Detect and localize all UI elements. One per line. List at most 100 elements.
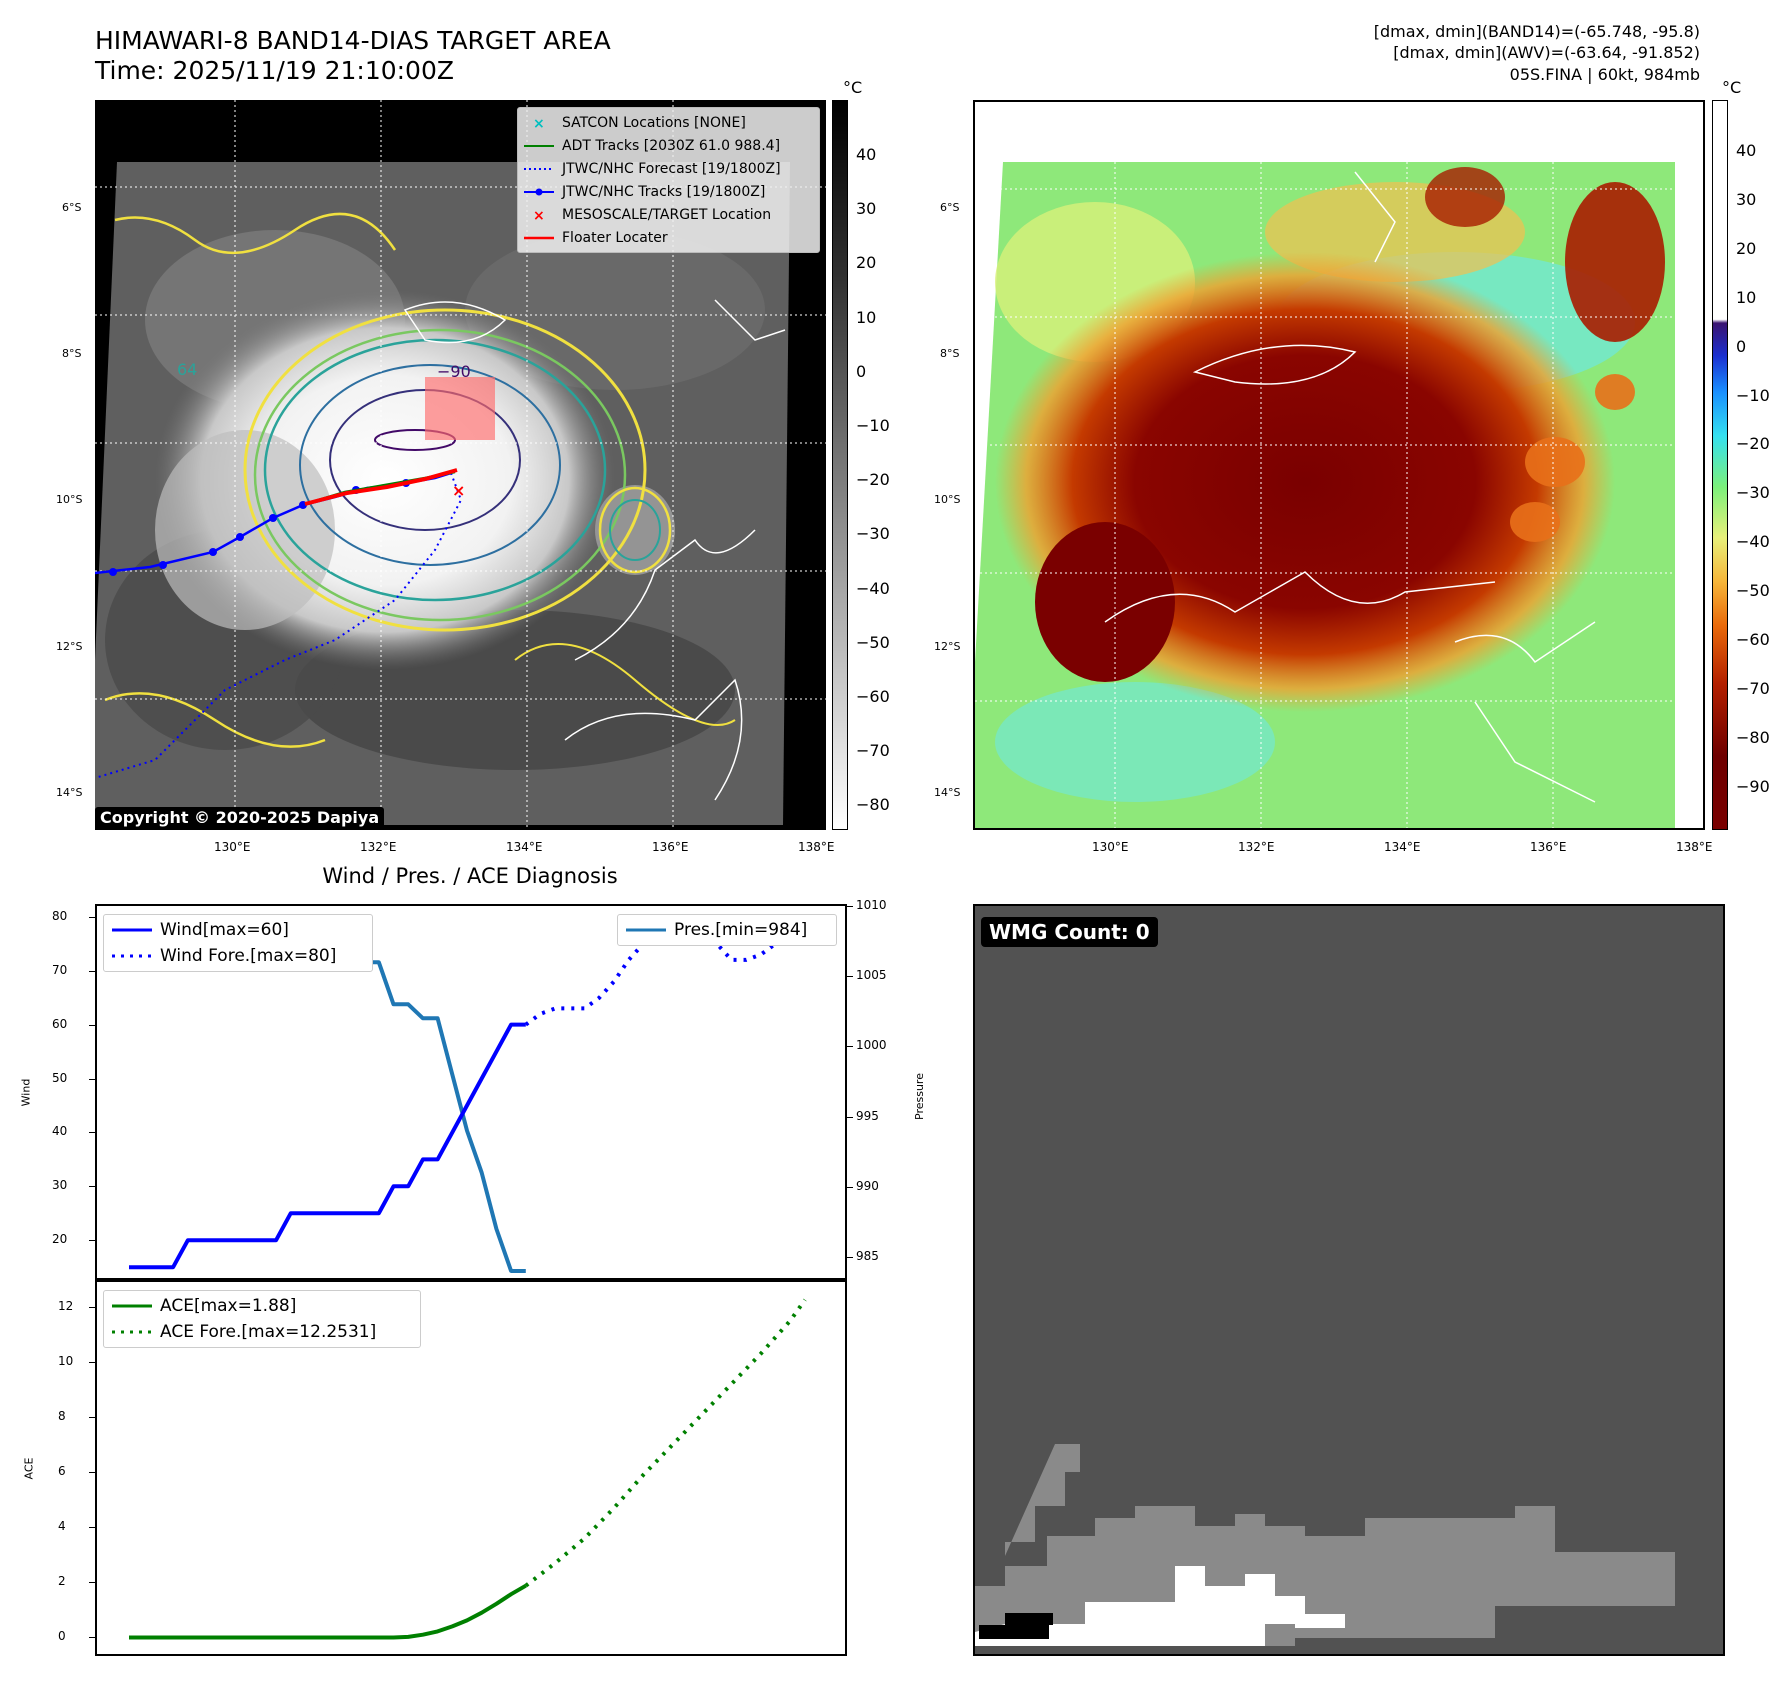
- tick-mark: [89, 1132, 95, 1134]
- tick-mark: [89, 1240, 95, 1242]
- tick-label: −20: [1736, 434, 1770, 454]
- tick-label: 30: [52, 1178, 68, 1193]
- tick-label: 40: [1736, 141, 1757, 160]
- tick-label: 995: [856, 1108, 879, 1123]
- tick-label: 40: [52, 1124, 68, 1139]
- tick-mark: [89, 916, 95, 918]
- contour-label-min: −90: [437, 362, 471, 381]
- tick-mark: [89, 1417, 95, 1419]
- line-icon: [110, 920, 154, 940]
- tick-label: 70: [52, 962, 68, 977]
- tick-label: −80: [856, 795, 890, 815]
- lon-label: 130°E: [1092, 840, 1129, 854]
- line-dot-icon: [522, 182, 556, 202]
- ir-colorbar-unit: °C: [843, 78, 863, 97]
- tick-label: 1010: [856, 898, 887, 912]
- tick-label: 6: [58, 1464, 66, 1479]
- wind-line: [129, 1022, 526, 1270]
- tick-mark: [847, 976, 853, 978]
- dotted-line-icon: [110, 1322, 154, 1342]
- tick-mark: [89, 1186, 95, 1188]
- tick-label: −30: [856, 524, 890, 544]
- tick-label: 10: [856, 307, 877, 327]
- tick-mark: [847, 1116, 853, 1118]
- lon-label: 138°E: [798, 840, 835, 854]
- lon-label: 132°E: [1238, 840, 1275, 854]
- tick-label: 30: [1736, 189, 1757, 209]
- pressure-legend: Pres.[min=984]: [617, 914, 837, 946]
- lat-label: 14°S: [934, 786, 961, 799]
- line-icon: [110, 1296, 154, 1316]
- wind-legend: Wind[max=60] Wind Fore.[max=80]: [103, 914, 373, 972]
- tick-label: −80: [1736, 727, 1770, 747]
- tick-label: 50: [52, 1070, 68, 1085]
- awv-range: [dmax, dmin](AWV)=(-63.64, -91.852): [1393, 43, 1700, 62]
- tick-label: 2: [58, 1574, 66, 1589]
- awv-colorbar: [1712, 100, 1728, 830]
- tick-label: 10: [1736, 287, 1757, 307]
- tick-label: 0: [1736, 336, 1747, 356]
- lat-label: 8°S: [940, 347, 960, 360]
- legend-ace: ACE[max=1.88]: [110, 1293, 414, 1319]
- tick-label: 80: [52, 908, 68, 923]
- legend-label: MESOSCALE/TARGET Location: [562, 206, 772, 223]
- tick-label: −70: [856, 741, 890, 761]
- lon-label: 136°E: [652, 840, 689, 854]
- lat-label: 10°S: [56, 493, 83, 506]
- tick-mark: [89, 970, 95, 972]
- map-legend: × SATCON Locations [NONE] ADT Tracks [20…: [517, 107, 820, 253]
- tick-label: −50: [1736, 581, 1770, 601]
- ace-forecast-line: [524, 1298, 807, 1588]
- wind-axis-label: Wind: [19, 1078, 33, 1107]
- awv-satellite-panel: [973, 100, 1705, 830]
- legend-label: ACE[max=1.88]: [160, 1296, 297, 1316]
- legend-label: Floater Locater: [562, 229, 668, 246]
- tick-label: −60: [1736, 630, 1770, 649]
- tick-mark: [847, 1046, 853, 1048]
- band14-range: [dmax, dmin](BAND14)=(-65.748, -95.8): [1373, 22, 1700, 41]
- lon-label: 130°E: [214, 840, 251, 854]
- tick-label: −90: [1736, 776, 1770, 796]
- legend-pressure: Pres.[min=984]: [624, 917, 830, 943]
- contour-label-64: 64: [177, 360, 198, 379]
- pressure-axis-label: Pressure: [912, 1073, 926, 1120]
- line-icon: [624, 920, 668, 940]
- ace-legend: ACE[max=1.88] ACE Fore.[max=12.2531]: [103, 1290, 421, 1348]
- legend-jtwc-forecast: JTWC/NHC Forecast [19/1800Z]: [522, 157, 815, 180]
- ir-satellite-image: ×: [95, 100, 826, 830]
- legend-label: SATCON Locations [NONE]: [562, 114, 746, 131]
- tick-label: 0: [58, 1629, 66, 1644]
- tick-mark: [89, 1527, 95, 1529]
- tick-mark: [89, 1637, 95, 1639]
- tick-label: 990: [856, 1178, 879, 1193]
- x-marker-icon: ×: [522, 205, 556, 225]
- tick-label: 20: [856, 253, 877, 273]
- lon-label: 132°E: [360, 840, 397, 854]
- x-marker-icon: ×: [522, 113, 556, 133]
- lat-label: 12°S: [56, 640, 83, 653]
- tick-label: 1005: [856, 968, 887, 983]
- tick-label: 1000: [856, 1038, 887, 1053]
- legend-label: ADT Tracks [2030Z 61.0 988.4]: [562, 137, 781, 154]
- legend-adt: ADT Tracks [2030Z 61.0 988.4]: [522, 134, 815, 157]
- tick-label: 12: [58, 1298, 74, 1313]
- tick-label: 60: [52, 1016, 68, 1031]
- tick-label: 20: [52, 1232, 68, 1247]
- tick-mark: [847, 1256, 853, 1258]
- legend-satcon: × SATCON Locations [NONE]: [522, 111, 815, 134]
- lon-label: 138°E: [1676, 840, 1713, 854]
- ace-line: [129, 1583, 527, 1640]
- tick-label: −50: [856, 632, 890, 652]
- lat-label: 8°S: [62, 347, 82, 360]
- tick-label: −10: [856, 416, 890, 435]
- tick-label: −40: [856, 578, 890, 598]
- tick-label: −30: [1736, 483, 1770, 503]
- product-title: HIMAWARI-8 BAND14-DIAS TARGET AREA: [95, 26, 611, 55]
- tick-mark: [89, 1582, 95, 1584]
- ir-colorbar: [832, 100, 848, 830]
- wmg-image: [975, 1444, 1721, 1646]
- legend-label: Wind[max=60]: [160, 920, 289, 940]
- tick-label: −60: [856, 687, 890, 706]
- tick-label: 20: [1736, 238, 1757, 258]
- storm-summary: 05S.FINA | 60kt, 984mb: [1509, 65, 1700, 84]
